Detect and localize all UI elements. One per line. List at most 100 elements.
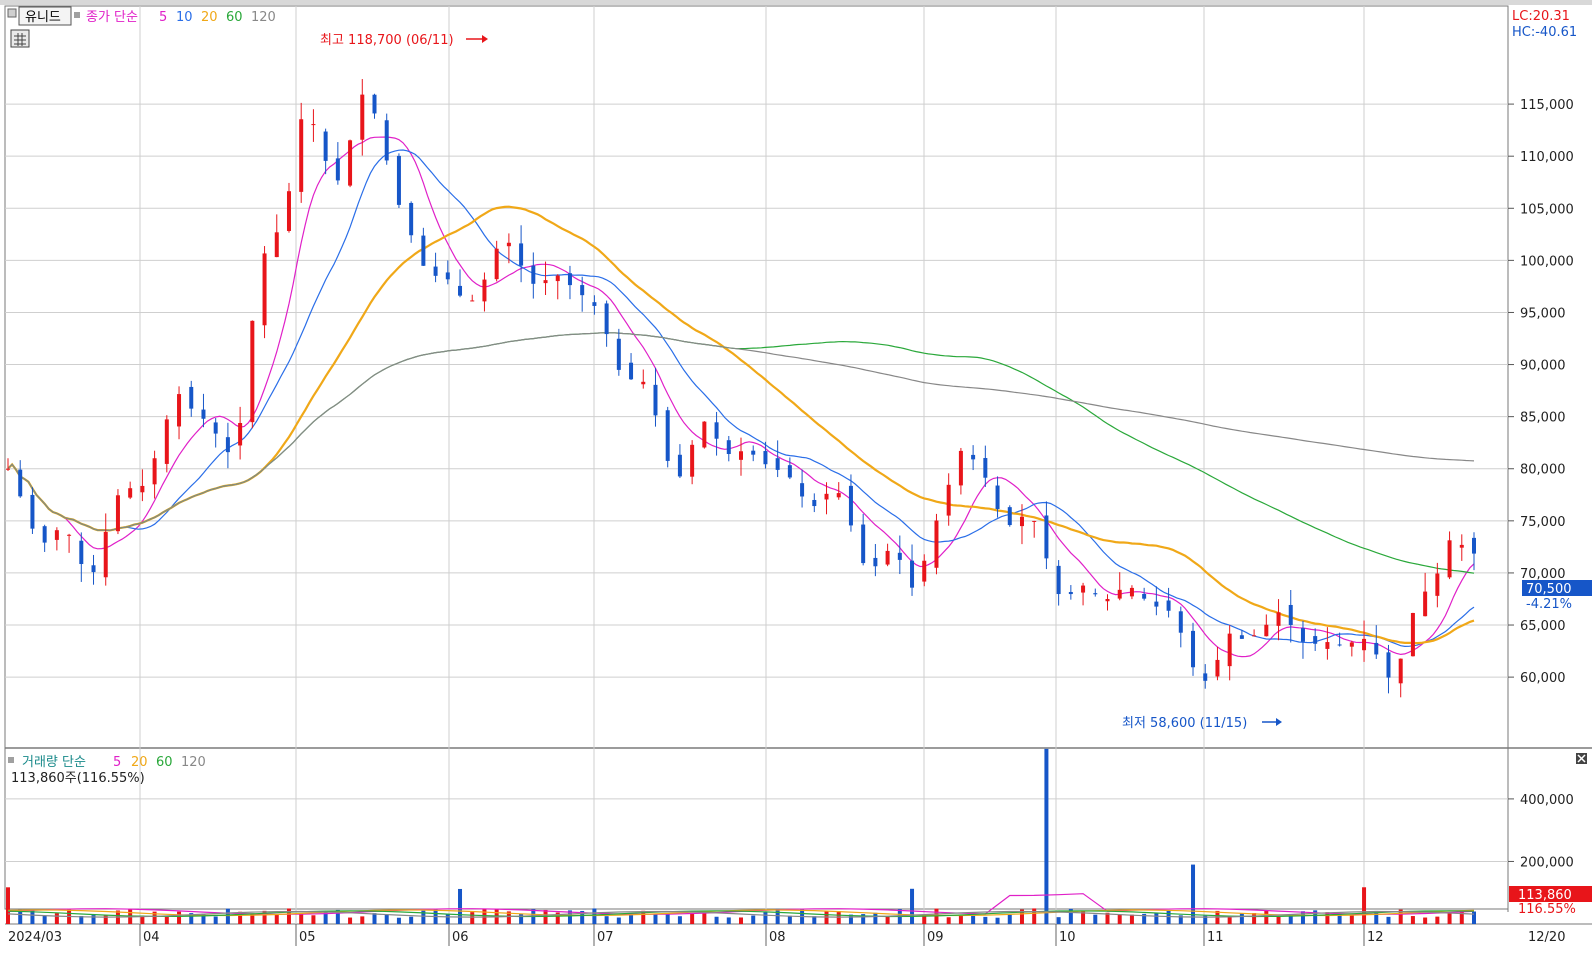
volume-bar: [702, 910, 707, 924]
price-tick-label: 100,000: [1520, 254, 1574, 269]
candle-body: [543, 280, 548, 284]
candle-body: [311, 124, 316, 126]
volume-bar: [1398, 909, 1403, 924]
candle-body: [836, 493, 841, 498]
volume-bar: [1227, 917, 1232, 924]
candle-body: [1435, 573, 1440, 596]
candle-body: [531, 265, 536, 284]
volume-bar: [580, 910, 585, 924]
candle-body: [567, 273, 572, 286]
volume-bar: [1410, 916, 1415, 924]
candle-body: [18, 469, 23, 497]
volume-axis: 200,000 400,000: [1508, 793, 1574, 870]
vma120-line: [7, 910, 1475, 918]
candle-body: [1081, 585, 1086, 593]
candle-body: [1472, 537, 1476, 554]
ma-legend-label: 종가 단순: [86, 10, 138, 25]
volume-bar: [1032, 908, 1037, 924]
candle-body: [1300, 628, 1305, 642]
candle-body: [1447, 540, 1452, 578]
volume-bar: [1068, 908, 1073, 924]
candle-body: [958, 450, 963, 486]
volume-bar: [1129, 914, 1134, 924]
volume-bar: [1264, 910, 1269, 924]
volume-bar: [299, 913, 304, 924]
candle-body: [897, 552, 902, 560]
close-pane-icon[interactable]: [1576, 753, 1587, 764]
candle-body: [665, 410, 670, 461]
candle-body: [1313, 636, 1318, 644]
candle-body: [140, 485, 145, 493]
volume-bar: [1105, 912, 1110, 924]
price-tick-label: 75,000: [1520, 515, 1566, 530]
volume-bar: [335, 909, 340, 924]
candle-body: [348, 140, 353, 186]
candle-body: [739, 451, 743, 460]
volume-bar: [152, 911, 157, 924]
volume-current: 113,860주(116.55%): [11, 771, 145, 786]
candle-body: [458, 285, 463, 296]
date-label: 05: [299, 930, 316, 945]
volume-bar: [1142, 913, 1147, 924]
candle-body: [1044, 515, 1049, 559]
volume-bar: [1044, 748, 1049, 924]
candle-body: [1423, 591, 1428, 617]
candle-body: [30, 494, 35, 529]
volume-bar: [286, 908, 291, 924]
legend-bullet-icon: [74, 12, 80, 18]
candle-body: [555, 275, 560, 282]
price-tick-label: 95,000: [1520, 306, 1566, 321]
candle-body: [1203, 673, 1208, 681]
grid-toggle-icon[interactable]: [10, 29, 30, 48]
volume-bar: [274, 914, 279, 924]
volume-bar: [848, 914, 853, 924]
volume-bar: [409, 916, 414, 924]
last-volume-badge: [1509, 886, 1592, 902]
volume-bar: [177, 911, 182, 924]
price-tick-label: 90,000: [1520, 359, 1566, 374]
volume-bar: [555, 912, 560, 924]
date-label: 10: [1059, 930, 1076, 945]
vma120-legend: 120: [181, 755, 206, 770]
volume-bar: [1252, 913, 1257, 924]
candle-body: [299, 119, 304, 192]
candle-body: [1239, 635, 1244, 639]
price-legend: 유니드 종가 단순 5 10 20 60 120 LC:20.31 HC:-40…: [7, 6, 1577, 48]
candle-body: [177, 394, 182, 427]
candle-body: [775, 458, 780, 470]
volume-bar: [787, 915, 792, 924]
volume-bar: [861, 914, 866, 924]
volume-bar: [971, 915, 976, 924]
volume-bar: [616, 917, 621, 924]
candle-body: [592, 302, 597, 306]
candle-body: [213, 422, 218, 434]
volume-bar: [653, 914, 658, 924]
ma120-line: [7, 332, 1475, 532]
volume-bar: [91, 915, 96, 924]
candle-body: [580, 285, 585, 296]
volume-bar: [629, 914, 634, 924]
candle-body: [396, 155, 401, 205]
candle-body: [506, 242, 511, 247]
date-axis: 2024/03 04 05 06 07 08 09 10 11 12 12/20: [8, 924, 1565, 946]
candle-body: [79, 540, 84, 565]
candle-body: [1178, 611, 1183, 633]
low-annotation-text: 최저 58,600 (11/15): [1122, 716, 1247, 731]
date-label: 11: [1207, 930, 1224, 945]
candle-body: [445, 272, 450, 280]
candle-body: [1264, 624, 1269, 637]
candle-body: [726, 440, 731, 455]
volume-bar: [1288, 915, 1293, 924]
candle-body: [616, 338, 621, 370]
candle-body: [971, 454, 976, 460]
candle-body: [470, 300, 475, 302]
volume-bar: [372, 913, 377, 924]
last-price: 70,500: [1526, 582, 1572, 597]
candle-body: [861, 524, 866, 564]
ma20-legend: 20: [201, 10, 218, 25]
stock-name-box[interactable]: [18, 6, 72, 26]
volume-bar: [1435, 916, 1440, 924]
candle-body: [824, 493, 829, 500]
